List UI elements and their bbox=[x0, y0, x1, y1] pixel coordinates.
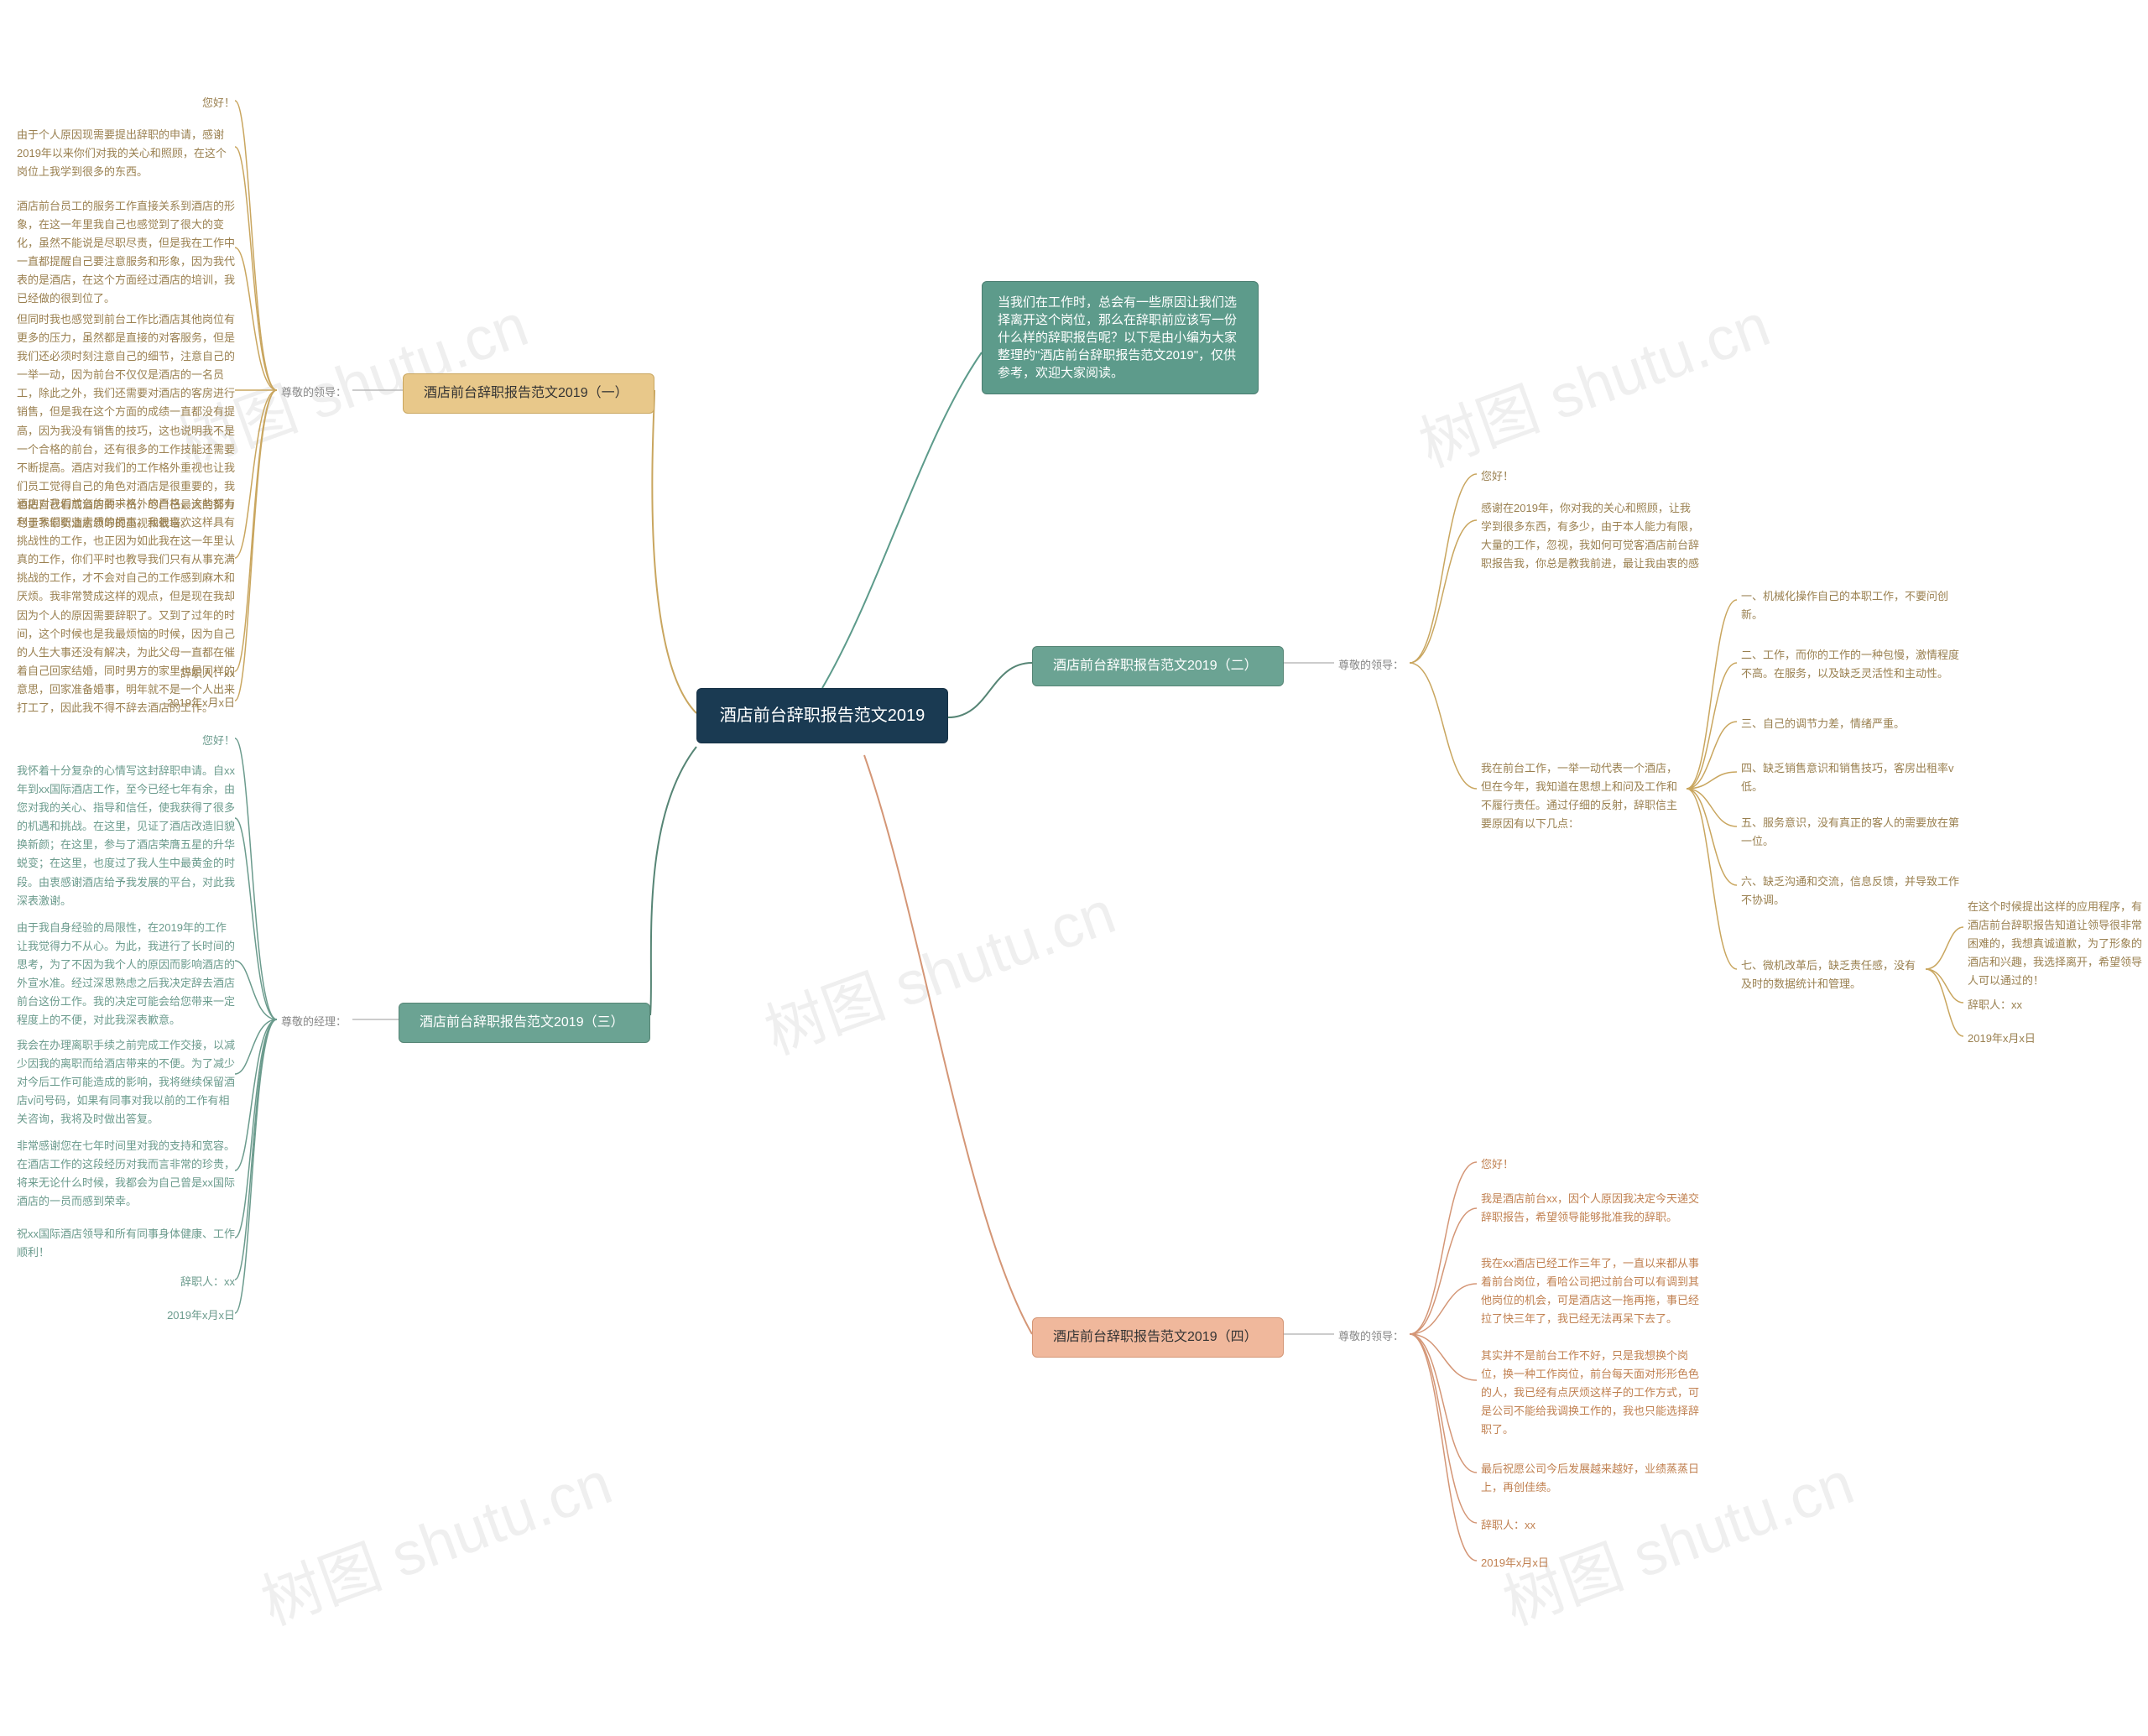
edge-layer bbox=[0, 0, 2148, 1736]
b4-leaf-1: 我是酒店前台xx，因个人原因我决定今天递交辞职报告，希望领导能够批准我的辞职。 bbox=[1481, 1190, 1699, 1227]
watermark: 树图 shutu.cn bbox=[248, 1434, 622, 1642]
b3-leaf-5: 祝xx国际酒店领导和所有同事身体健康、工作顺利！ bbox=[17, 1225, 235, 1262]
watermark: 树图 shutu.cn bbox=[1405, 276, 1780, 484]
branch-4: 酒店前台辞职报告范文2019（四） bbox=[1032, 1317, 1284, 1358]
b2-point-1: 一、机械化操作自己的本职工作，不要问创新。 bbox=[1741, 587, 1959, 624]
b3-leaf-2: 由于我自身经验的局限性，在2019年的工作让我觉得力不从心。为此，我进行了长时间… bbox=[17, 919, 235, 1030]
watermark: 树图 shutu.cn bbox=[751, 863, 1125, 1071]
b2-sign: 辞职人：xx bbox=[1968, 996, 2052, 1014]
b1-sub-label: 尊敬的领导： bbox=[281, 383, 347, 399]
b2-point-7: 七、微机改革后，缺乏责任感，没有及时的数据统计和管理。 bbox=[1741, 957, 1921, 993]
b2-apology: 在这个时候提出这样的应用程序，有酒店前台辞职报告知道让领导很非常困难的，我想真诚… bbox=[1968, 898, 2144, 990]
b2-sub-label: 尊敬的领导： bbox=[1338, 656, 1404, 672]
b2-date: 2019年x月x日 bbox=[1968, 1030, 2068, 1048]
b1-leaf-1: 由于个人原因现需要提出辞职的申请，感谢2019年以来你们对我的关心和照顾，在这个… bbox=[17, 126, 235, 181]
b3-leaf-1: 我怀着十分复杂的心情写这封辞职申请。自xx年到xx国际酒店工作，至今已经七年有余… bbox=[17, 762, 235, 910]
b2-greeting: 您好！ bbox=[1481, 467, 1531, 486]
b2-point-4: 四、缺乏销售意识和销售技巧，客房出租率v低。 bbox=[1741, 759, 1959, 796]
b2-point-3: 三、自己的调节力差，情绪严重。 bbox=[1741, 715, 1959, 733]
branch-3: 酒店前台辞职报告范文2019（三） bbox=[399, 1003, 650, 1043]
b4-leaf-6: 2019年x月x日 bbox=[1481, 1554, 1582, 1572]
branch-2: 酒店前台辞职报告范文2019（二） bbox=[1032, 646, 1284, 686]
b3-leaf-3: 我会在办理离职手续之前完成工作交接，以减少因我的离职而给酒店带来的不便。为了减少… bbox=[17, 1036, 235, 1129]
b3-sub-label: 尊敬的经理： bbox=[281, 1013, 347, 1029]
root-node: 酒店前台辞职报告范文2019 bbox=[696, 688, 948, 743]
b1-leaf-6: 2019年x月x日 bbox=[151, 694, 235, 712]
b4-leaf-5: 辞职人：xx bbox=[1481, 1516, 1565, 1535]
b4-leaf-4: 最后祝愿公司今后发展越来越好，业绩蒸蒸日上，再创佳绩。 bbox=[1481, 1460, 1699, 1497]
b2-point-2: 二、工作，而你的工作的一种包慢，激情程度不高。在服务，以及缺乏灵活性和主动性。 bbox=[1741, 646, 1959, 683]
intro-node: 当我们在工作时，总会有一些原因让我们选择离开这个岗位，那么在辞职前应该写一份什么… bbox=[982, 281, 1259, 394]
b2-reflection-intro: 我在前台工作，一举一动代表一个酒店，但在今年，我知道在思想上和问及工作和不履行责… bbox=[1481, 759, 1687, 833]
b2-point-5: 五、服务意识，没有真正的客人的需要放在第一位。 bbox=[1741, 814, 1959, 851]
b1-leaf-2: 酒店前台员工的服务工作直接关系到酒店的形象，在这一年里我自己也感觉到了很大的变化… bbox=[17, 197, 235, 309]
b2-point-6: 六、缺乏沟通和交流，信息反馈，并导致工作不协调。 bbox=[1741, 873, 1959, 910]
b4-leaf-2: 我在xx酒店已经工作三年了，一直以来都从事着前台岗位，看哈公司把过前台可以有调到… bbox=[1481, 1254, 1699, 1328]
b3-leaf-6: 辞职人：xx bbox=[168, 1273, 235, 1291]
b4-leaf-3: 其实并不是前台工作不好，只是我想换个岗位，换一种工作岗位，前台每天面对形形色色的… bbox=[1481, 1347, 1699, 1439]
b1-leaf-4: 酒店对我们前台的要求格外的严格，这些都有利于我们职业素质的提高。我很喜欢这样具有… bbox=[17, 495, 235, 717]
b4-leaf-0: 您好！ bbox=[1481, 1155, 1531, 1174]
b2-thanks: 感谢在2019年，你对我的关心和照顾，让我学到很多东西，有多少，由于本人能力有限… bbox=[1481, 499, 1699, 573]
b1-leaf-5: 辞职人：xx bbox=[168, 665, 235, 683]
b3-leaf-4: 非常感谢您在七年时间里对我的支持和宽容。在酒店工作的这段经历对我而言非常的珍贵，… bbox=[17, 1137, 235, 1211]
b1-leaf-0: 您好！ bbox=[134, 94, 235, 112]
branch-1: 酒店前台辞职报告范文2019（一） bbox=[403, 373, 654, 414]
b3-leaf-7: 2019年x月x日 bbox=[151, 1306, 235, 1325]
b4-sub-label: 尊敬的领导： bbox=[1338, 1327, 1404, 1343]
b3-leaf-0: 您好！ bbox=[185, 732, 235, 750]
